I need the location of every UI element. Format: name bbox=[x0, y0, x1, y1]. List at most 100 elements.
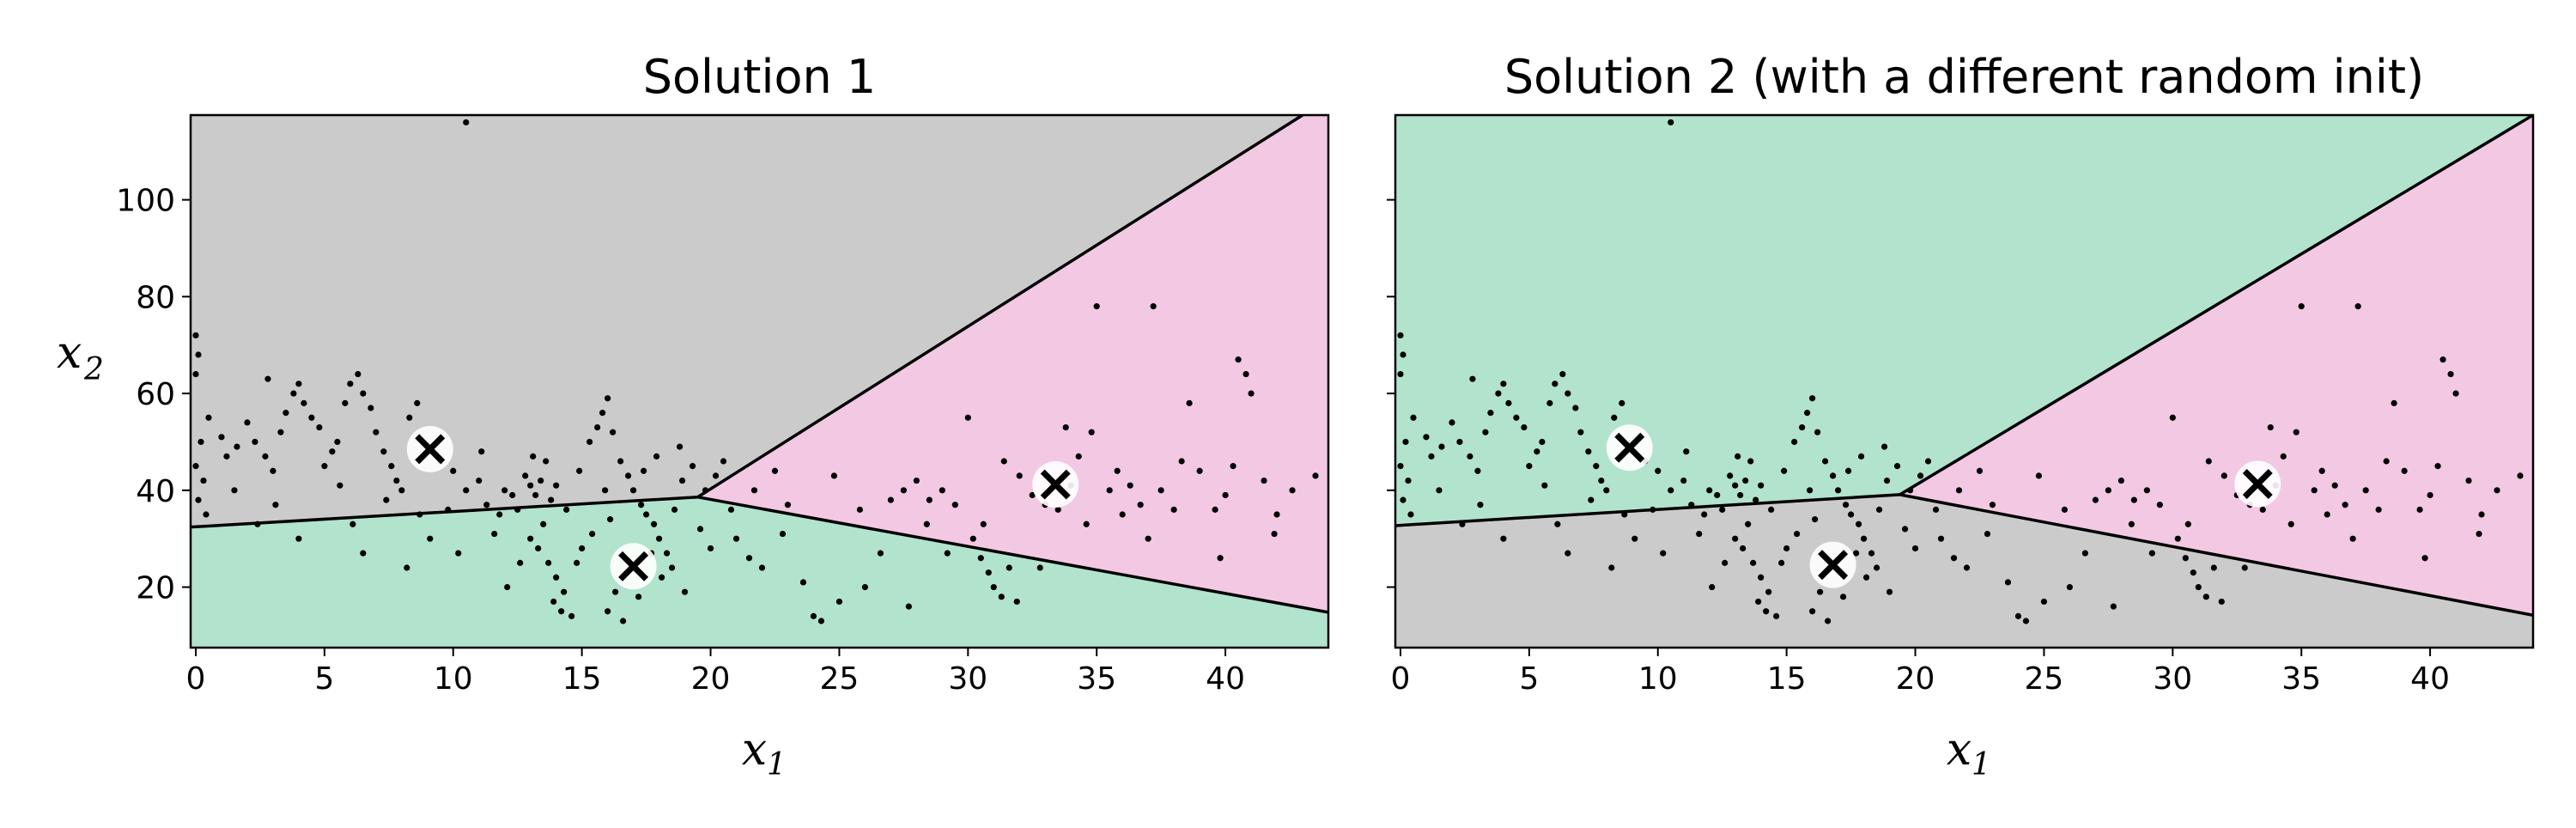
data-point bbox=[1745, 521, 1752, 527]
data-point bbox=[1093, 303, 1100, 310]
data-point bbox=[1649, 506, 1656, 513]
data-point bbox=[1137, 502, 1144, 508]
data-point bbox=[1170, 506, 1177, 513]
x-tick-label: 25 bbox=[820, 661, 860, 697]
data-point bbox=[2205, 458, 2212, 465]
data-point bbox=[1740, 545, 1747, 552]
decision-region bbox=[1395, 494, 2533, 648]
data-point bbox=[1559, 370, 1566, 378]
data-point bbox=[2427, 491, 2433, 499]
data-point bbox=[561, 588, 568, 595]
data-point bbox=[509, 491, 516, 499]
data-point bbox=[1763, 608, 1770, 615]
data-point bbox=[1937, 535, 1945, 542]
data-point bbox=[1261, 477, 1267, 484]
data-point bbox=[1541, 482, 1548, 489]
decision-region bbox=[191, 496, 1328, 648]
data-point bbox=[1753, 496, 1759, 503]
decision-boundary bbox=[191, 495, 698, 529]
data-point bbox=[2035, 472, 2043, 479]
data-point bbox=[817, 618, 825, 624]
data-point bbox=[1459, 521, 1466, 527]
x-tick-label: 0 bbox=[186, 661, 206, 697]
data-point bbox=[655, 535, 663, 542]
data-point bbox=[1145, 535, 1151, 542]
data-point bbox=[1054, 506, 1061, 513]
data-point bbox=[2298, 303, 2305, 310]
data-point bbox=[548, 496, 555, 503]
data-point bbox=[1088, 429, 1095, 435]
data-point bbox=[951, 502, 958, 508]
data-point bbox=[1706, 487, 1713, 494]
x-axis-label: x bbox=[742, 724, 767, 776]
data-point bbox=[1456, 438, 1463, 446]
data-point bbox=[1554, 521, 1561, 527]
data-point bbox=[1868, 550, 1875, 557]
x-axis-label-subscript: 1 bbox=[767, 747, 787, 782]
decision-boundary bbox=[1899, 115, 2533, 496]
data-point bbox=[985, 569, 992, 576]
data-point bbox=[1552, 381, 1558, 387]
data-point bbox=[295, 535, 302, 542]
data-point bbox=[1428, 453, 1435, 460]
data-point bbox=[355, 370, 361, 378]
data-point bbox=[877, 550, 884, 557]
data-point bbox=[203, 511, 210, 518]
data-point bbox=[605, 608, 611, 615]
data-point bbox=[2324, 511, 2330, 518]
data-point bbox=[1778, 559, 1785, 566]
x-tick-label: 25 bbox=[2025, 661, 2064, 697]
data-point bbox=[1438, 443, 1445, 450]
data-point bbox=[264, 375, 271, 382]
data-point bbox=[522, 472, 529, 479]
data-point bbox=[1886, 588, 1893, 595]
data-point bbox=[252, 438, 258, 446]
data-point bbox=[563, 506, 570, 513]
data-point bbox=[856, 506, 864, 513]
data-point bbox=[195, 496, 202, 503]
data-point bbox=[2184, 521, 2191, 527]
data-point bbox=[1585, 448, 1592, 455]
x-tick-label: 20 bbox=[1896, 661, 1935, 697]
data-point bbox=[530, 453, 537, 460]
data-point bbox=[463, 487, 470, 494]
data-point bbox=[262, 453, 269, 460]
data-point bbox=[2342, 502, 2348, 508]
data-point bbox=[404, 564, 410, 571]
data-point bbox=[630, 487, 637, 494]
axes-frame bbox=[189, 113, 1330, 649]
data-point bbox=[553, 574, 560, 581]
data-point bbox=[290, 390, 297, 397]
data-point bbox=[2022, 618, 2030, 624]
data-point bbox=[383, 496, 390, 503]
data-point bbox=[527, 482, 534, 489]
data-point bbox=[1855, 521, 1862, 527]
data-point bbox=[545, 559, 552, 566]
data-point bbox=[612, 588, 619, 595]
data-point bbox=[550, 598, 557, 606]
y-tick-label: 100 bbox=[116, 184, 175, 219]
data-point bbox=[514, 506, 521, 513]
data-point bbox=[784, 502, 792, 508]
data-point bbox=[2190, 569, 2196, 576]
data-point bbox=[1402, 438, 1409, 446]
data-point bbox=[2331, 482, 2338, 489]
data-point bbox=[2354, 303, 2361, 310]
data-point bbox=[360, 390, 367, 397]
data-point bbox=[926, 496, 933, 503]
data-point bbox=[1883, 477, 1891, 484]
centroid-cross bbox=[1818, 550, 1849, 581]
x-tick-label: 20 bbox=[691, 661, 731, 697]
data-point bbox=[1539, 438, 1546, 446]
data-point bbox=[671, 506, 678, 513]
data-point bbox=[1875, 506, 1883, 513]
data-point bbox=[2311, 487, 2318, 494]
data-point bbox=[2014, 612, 2022, 619]
data-point bbox=[758, 564, 766, 571]
x-tick-label: 5 bbox=[1519, 661, 1539, 697]
data-point bbox=[1862, 574, 1870, 581]
data-point bbox=[491, 530, 498, 538]
y-tick-label: 40 bbox=[136, 474, 175, 509]
data-point bbox=[1976, 467, 1984, 474]
